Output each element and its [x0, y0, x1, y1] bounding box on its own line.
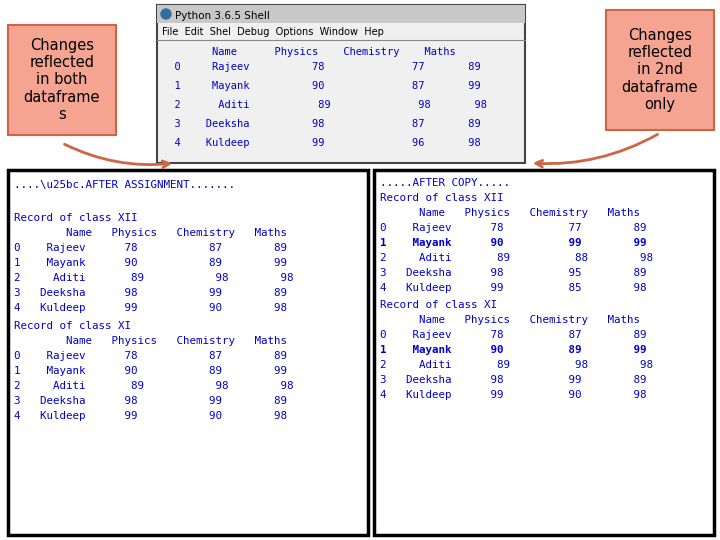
Text: Name   Physics   Chemistry   Maths: Name Physics Chemistry Maths	[380, 315, 640, 325]
Text: 0    Rajeev      78           87        89: 0 Rajeev 78 87 89	[14, 351, 287, 361]
Text: 3    Deeksha          98              87       89: 3 Deeksha 98 87 89	[162, 119, 481, 129]
Text: Name   Physics   Chemistry   Maths: Name Physics Chemistry Maths	[14, 336, 287, 346]
Text: 3   Deeksha      98          99        89: 3 Deeksha 98 99 89	[380, 375, 647, 385]
Text: Record of class XI: Record of class XI	[380, 300, 497, 310]
Text: 2     Aditi       89           98        98: 2 Aditi 89 98 98	[14, 381, 294, 391]
Text: Name      Physics    Chemistry    Maths: Name Physics Chemistry Maths	[162, 47, 456, 57]
Bar	[374, 170, 714, 535]
Text: 4   Kuldeep      99           90        98: 4 Kuldeep 99 90 98	[14, 411, 287, 421]
Text: 2     Aditi       89          98        98: 2 Aditi 89 98 98	[380, 360, 653, 370]
Text: 4   Kuldeep      99          90        98: 4 Kuldeep 99 90 98	[380, 390, 647, 400]
Bar	[8, 170, 368, 535]
Text: 3   Deeksha      98           99        89: 3 Deeksha 98 99 89	[14, 396, 287, 406]
Text: 4   Kuldeep      99           90        98: 4 Kuldeep 99 90 98	[14, 303, 287, 313]
Text: Record of class XII: Record of class XII	[380, 193, 503, 203]
Text: 3   Deeksha      98          95        89: 3 Deeksha 98 95 89	[380, 268, 647, 278]
Text: 0    Rajeev      78          77        89: 0 Rajeev 78 77 89	[380, 223, 647, 233]
Text: ....\u25bc.AFTER ASSIGNMENT.......: ....\u25bc.AFTER ASSIGNMENT.......	[14, 180, 235, 190]
Text: Python 3.6.5 Shell: Python 3.6.5 Shell	[175, 11, 270, 21]
Text: Name   Physics   Chemistry   Maths: Name Physics Chemistry Maths	[380, 208, 640, 218]
Bar	[606, 10, 714, 130]
Text: Changes
reflected
in 2nd
dataframe
only: Changes reflected in 2nd dataframe only	[622, 28, 698, 112]
Text: 0     Rajeev          78              77       89: 0 Rajeev 78 77 89	[162, 62, 481, 72]
Text: Record of class XII: Record of class XII	[14, 213, 138, 223]
Text: 1    Mayank      90           89        99: 1 Mayank 90 89 99	[14, 366, 287, 376]
Text: 1    Mayank      90          99        99: 1 Mayank 90 99 99	[380, 238, 647, 248]
Text: File  Edit  Shel  Debug  Options  Window  Hep: File Edit Shel Debug Options Window Hep	[162, 27, 384, 37]
Text: 2     Aditi       89          88        98: 2 Aditi 89 88 98	[380, 253, 653, 263]
Text: 2      Aditi           89              98       98: 2 Aditi 89 98 98	[162, 100, 487, 110]
Bar	[157, 5, 525, 23]
Circle shape	[161, 9, 171, 19]
Text: .....AFTER COPY.....: .....AFTER COPY.....	[380, 178, 510, 188]
Text: 3   Deeksha      98           99        89: 3 Deeksha 98 99 89	[14, 288, 287, 298]
Text: Name   Physics   Chemistry   Maths: Name Physics Chemistry Maths	[14, 228, 287, 238]
Text: 1    Mayank      90           89        99: 1 Mayank 90 89 99	[14, 258, 287, 268]
Text: 0    Rajeev      78           87        89: 0 Rajeev 78 87 89	[14, 243, 287, 253]
Text: 2     Aditi       89           98        98: 2 Aditi 89 98 98	[14, 273, 294, 283]
Bar	[8, 25, 116, 135]
Text: 1    Mayank      90          89        99: 1 Mayank 90 89 99	[380, 345, 647, 355]
Bar	[157, 5, 525, 163]
Text: 4   Kuldeep      99          85        98: 4 Kuldeep 99 85 98	[380, 283, 647, 293]
Text: 4    Kuldeep          99              96       98: 4 Kuldeep 99 96 98	[162, 138, 481, 148]
Text: Changes
reflected
in both
dataframe
s: Changes reflected in both dataframe s	[24, 38, 100, 122]
Text: 1     Mayank          90              87       99: 1 Mayank 90 87 99	[162, 81, 481, 91]
Text: Record of class XI: Record of class XI	[14, 321, 131, 331]
Text: 0    Rajeev      78          87        89: 0 Rajeev 78 87 89	[380, 330, 647, 340]
